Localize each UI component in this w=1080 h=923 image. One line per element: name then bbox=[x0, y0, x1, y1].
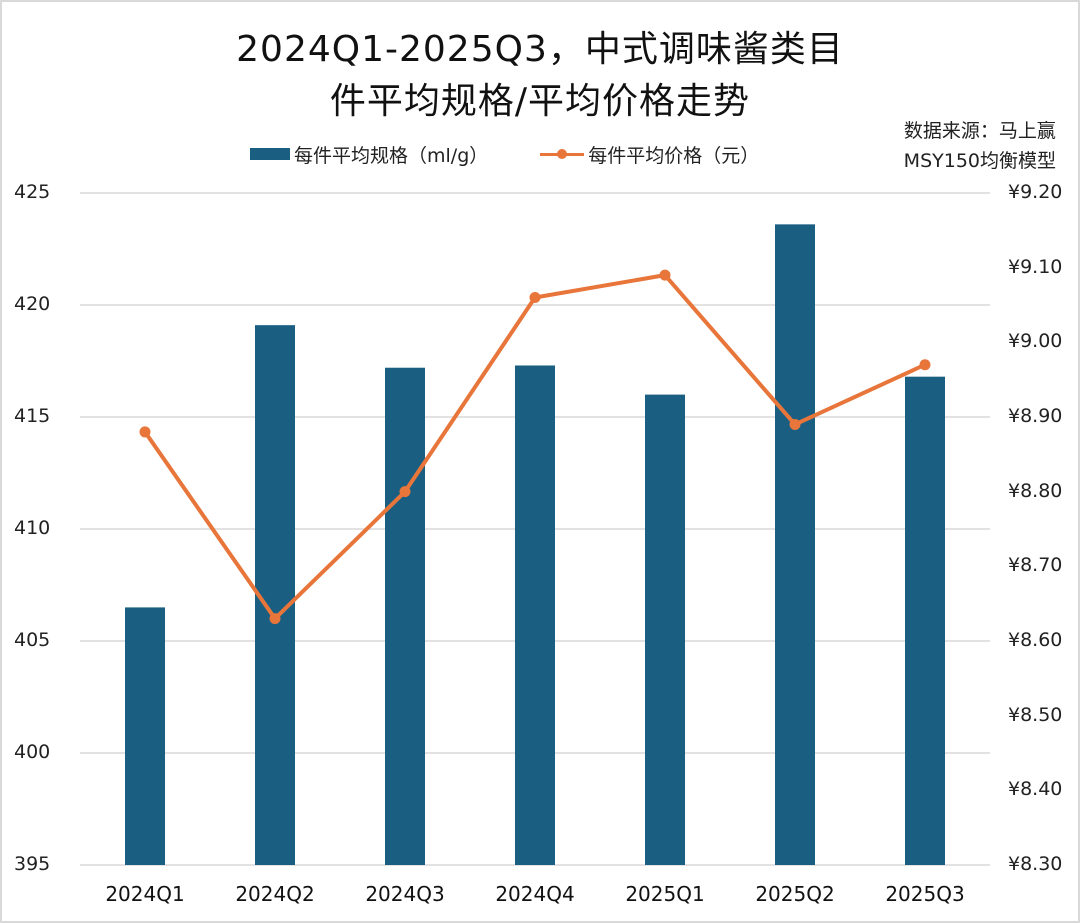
x-tick: 2025Q2 bbox=[755, 882, 835, 906]
right-y-tick: ¥8.40 bbox=[1008, 778, 1063, 801]
left-y-tick: 420 bbox=[14, 293, 51, 315]
price-marker-2024Q3 bbox=[399, 486, 411, 498]
legend-line-label: 每件平均价格（元） bbox=[588, 144, 760, 167]
left-y-tick: 395 bbox=[14, 853, 51, 875]
bar-2024Q2 bbox=[255, 325, 295, 865]
right-y-tick: ¥8.80 bbox=[1008, 479, 1063, 502]
price-marker-2024Q2 bbox=[269, 613, 281, 625]
price-marker-2024Q4 bbox=[529, 292, 541, 304]
right-y-tick: ¥9.00 bbox=[1008, 330, 1063, 353]
bar-2024Q1 bbox=[125, 607, 165, 865]
left-y-tick: 425 bbox=[14, 181, 51, 203]
right-y-tick: ¥8.50 bbox=[1008, 703, 1063, 726]
bar-2025Q2 bbox=[775, 224, 815, 866]
right-y-tick: ¥8.70 bbox=[1008, 554, 1063, 577]
legend-bar-label: 每件平均规格（ml/g） bbox=[294, 144, 489, 167]
price-marker-2025Q3 bbox=[919, 359, 931, 371]
left-y-tick: 400 bbox=[14, 741, 51, 763]
x-tick: 2024Q3 bbox=[365, 882, 445, 906]
source-line2: MSY150均衡模型 bbox=[903, 150, 1056, 172]
bar-2025Q1 bbox=[645, 394, 685, 865]
x-tick: 2025Q3 bbox=[885, 882, 965, 906]
x-tick: 2024Q4 bbox=[495, 882, 575, 906]
right-y-tick: ¥9.20 bbox=[1008, 181, 1063, 203]
right-y-tick: ¥8.90 bbox=[1008, 405, 1063, 427]
bar-2025Q3 bbox=[905, 376, 945, 865]
bar-2024Q3 bbox=[385, 367, 425, 865]
bar-swatch-icon bbox=[250, 148, 290, 160]
chart-title-line1: 2024Q1-2025Q3，中式调味酱类目 bbox=[236, 29, 844, 70]
price-marker-2024Q1 bbox=[139, 426, 151, 438]
chart-title-line2: 件平均规格/平均价格走势 bbox=[329, 81, 751, 122]
bar-2024Q4 bbox=[515, 365, 555, 865]
x-tick: 2025Q1 bbox=[625, 882, 705, 906]
legend-item-line: 每件平均价格（元） bbox=[540, 141, 759, 168]
x-tick: 2024Q1 bbox=[105, 882, 185, 906]
right-y-tick: ¥9.10 bbox=[1008, 255, 1063, 278]
left-y-tick: 415 bbox=[14, 405, 51, 427]
legend-item-bar: 每件平均规格（ml/g） bbox=[250, 141, 488, 168]
source-line1: 数据来源：马上赢 bbox=[903, 120, 1056, 142]
legend: 每件平均规格（ml/g） 每件平均价格（元） bbox=[250, 140, 811, 168]
left-y-tick: 410 bbox=[14, 517, 51, 539]
x-tick: 2024Q2 bbox=[235, 882, 315, 906]
data-source-note: 数据来源：马上赢 MSY150均衡模型 bbox=[904, 116, 1056, 176]
price-marker-2025Q2 bbox=[789, 418, 801, 430]
right-y-tick: ¥8.60 bbox=[1008, 629, 1063, 651]
right-y-tick: ¥8.30 bbox=[1008, 853, 1063, 875]
left-y-tick: 405 bbox=[14, 629, 51, 651]
line-marker-swatch-icon bbox=[540, 148, 585, 160]
price-marker-2025Q1 bbox=[659, 269, 671, 281]
